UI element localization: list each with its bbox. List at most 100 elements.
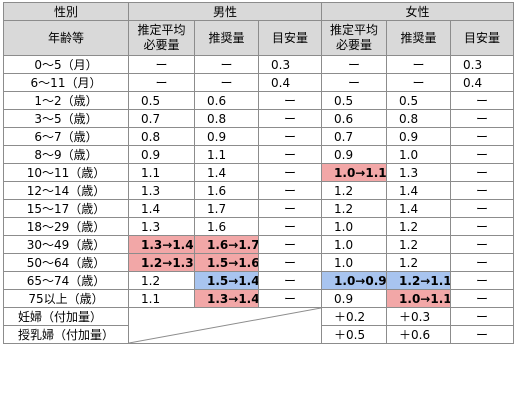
cell-f-ear: 1.2 [321,199,388,218]
cell-f-rda: 1.2 [386,217,452,236]
cell-m-ear: 0.8 [128,127,195,146]
cell-f-ear: 1.0→1.1 [321,163,388,182]
header-ear-line2: 必要量 [336,38,373,52]
header-female: 女性 [321,2,515,21]
cell-f-ai: ー [450,109,515,128]
cell-f-ear: 0.9 [321,289,388,308]
table-row: 6～7（歳） 0.8 0.9 ー 0.7 0.9 ー [3,127,515,146]
cell-m-ai: ー [257,145,323,164]
row-label: 授乳婦（付加量） [3,325,129,344]
row-label: 6～11（月） [3,73,129,92]
cell-f-rda: 1.2 [386,253,452,272]
cell-m-rda: ー [194,55,259,74]
cell-f-ai: ー [450,289,515,308]
header-ear-line1: 推定平均 [330,23,379,37]
table-row: 10～11（歳） 1.1 1.4 ー 1.0→1.1 1.3 ー [3,163,515,182]
header-ear-line2: 必要量 [143,38,180,52]
cell-m-ear: 1.3 [128,217,195,236]
cell-f-ear: ＋0.2 [321,307,388,326]
cell-m-ear: 1.1 [128,163,195,182]
cell-m-rda: 1.6 [194,181,259,200]
row-label: 12～14（歳） [3,181,129,200]
header-female-ai: 目安量 [450,20,515,56]
cell-f-rda: 1.0→1.1 [386,289,452,308]
table-row: 1～2（歳） 0.5 0.6 ー 0.5 0.5 ー [3,91,515,110]
cell-f-rda: 1.4 [386,181,452,200]
cell-f-ai: ー [450,325,515,344]
row-label: 1～2（歳） [3,91,129,110]
cell-m-rda: ー [194,73,259,92]
table-row: 0～5（月）ーー 0.3 ーー 0.3 [3,55,515,74]
cell-m-ear: ー [128,73,195,92]
cell-m-ear: 1.2 [128,271,195,290]
diagonal-line [129,308,321,343]
cell-f-ear: 0.6 [321,109,388,128]
cell-f-ai: ー [450,307,515,326]
header-male: 男性 [127,2,323,21]
cell-m-ear: 1.3 [128,181,195,200]
cell-f-ear: 0.5 [321,91,388,110]
cell-m-ai: ー [257,217,323,236]
cell-f-ear: 0.7 [321,127,388,146]
table-body: 0～5（月）ーー 0.3 ーー 0.3 6～11（月）ーー 0.4 ーー 0.4 1～2（歳） 0… [3,55,515,344]
row-label: 18～29（歳） [3,217,129,236]
cell-f-rda: ー [386,73,452,92]
cell-m-rda: 0.6 [194,91,259,110]
row-label: 6～7（歳） [3,127,129,146]
cell-f-ai: ー [450,181,515,200]
cell-m-rda: 1.5→1.6 [194,253,259,272]
cell-f-ear: 0.9 [321,145,388,164]
cell-m-ai: 0.3 [257,55,323,74]
cell-m-ear: ー [128,55,195,74]
header-age-group: 年齢等 [3,20,129,56]
cell-m-rda: 1.3→1.4 [194,289,259,308]
cell-f-ai: ー [450,199,515,218]
cell-f-ear: 1.0 [321,235,388,254]
header-male-rda: 推奨量 [194,20,259,56]
cell-f-ear: ー [321,73,388,92]
header-row-metrics: 年齢等 推定平均 必要量 推奨量 目安量 推定平均 必要量 推奨量 目安量 [3,20,515,56]
cell-m-rda: 1.4 [194,163,259,182]
cell-m-rda: 1.6→1.7 [194,235,259,254]
cell-m-ai: ー [257,199,323,218]
cell-f-ear: ＋0.5 [321,325,388,344]
cell-m-rda: 1.5→1.4 [194,271,259,290]
male-not-applicable-cell [127,307,323,344]
cell-m-ai: ー [257,109,323,128]
cell-f-rda: 0.9 [386,127,452,146]
row-label: 3～5（歳） [3,109,129,128]
row-label: 妊婦（付加量） [3,307,129,326]
cell-m-ai: ー [257,91,323,110]
table-row: 3～5（歳） 0.7 0.8 ー 0.6 0.8 ー [3,109,515,128]
cell-m-ear: 1.1 [128,289,195,308]
cell-m-ai: ー [257,235,323,254]
cell-f-rda: 1.4 [386,199,452,218]
cell-m-ear: 0.9 [128,145,195,164]
cell-f-rda: 0.8 [386,109,452,128]
cell-f-ai: 0.3 [450,55,515,74]
cell-m-ear: 1.4 [128,199,195,218]
cell-f-ear: 1.0 [321,217,388,236]
cell-m-ear: 1.3→1.4 [128,235,195,254]
cell-m-rda: 1.6 [194,217,259,236]
cell-f-rda: 1.0 [386,145,452,164]
cell-m-rda: 1.1 [194,145,259,164]
header-ear-line1: 推定平均 [137,23,186,37]
cell-m-rda: 1.7 [194,199,259,218]
row-label: 50～64（歳） [3,253,129,272]
cell-m-ai: ー [257,127,323,146]
cell-m-rda: 0.9 [194,127,259,146]
row-label: 75以上（歳） [3,289,129,308]
table-row: 12～14（歳） 1.3 1.6 ー 1.2 1.4 ー [3,181,515,200]
cell-f-rda: 1.2→1.1 [386,271,452,290]
cell-f-ai: ー [450,217,515,236]
cell-m-ear: 0.7 [128,109,195,128]
cell-f-ear: 1.0 [321,253,388,272]
cell-f-rda: 1.3 [386,163,452,182]
table-row: 30～49（歳） 1.3→1.4 1.6→1.7 ー 1.0 1.2 ー [3,235,515,254]
row-label: 30～49（歳） [3,235,129,254]
cell-m-ai: ー [257,253,323,272]
cell-f-rda: ＋0.3 [386,307,452,326]
row-label: 65～74（歳） [3,271,129,290]
table-row: 65～74（歳） 1.2 1.5→1.4 ー 1.0→0.9 1.2→1.1 ー [3,271,515,290]
